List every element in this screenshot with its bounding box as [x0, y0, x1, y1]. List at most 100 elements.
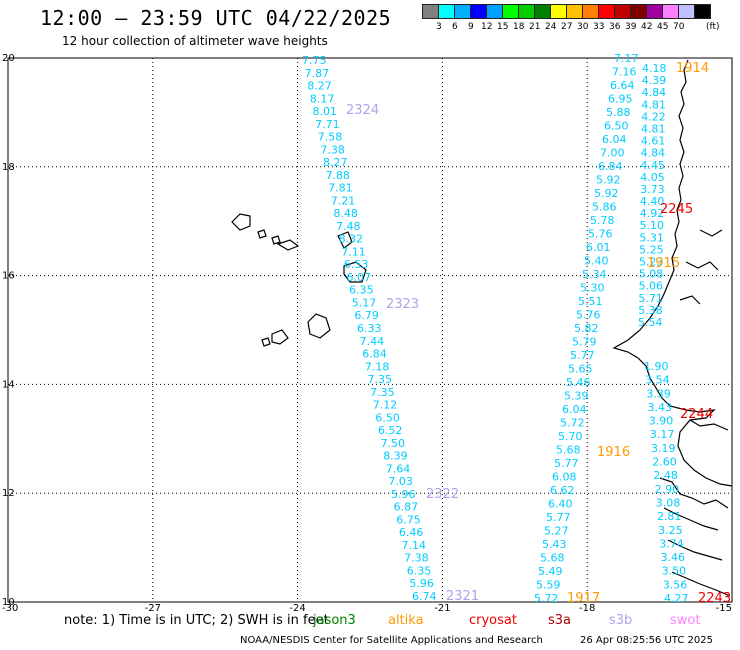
track-coast-value: 5.23: [639, 256, 664, 269]
map-grid: [7, 57, 733, 603]
track-south-value: 1.90: [644, 360, 669, 373]
track-west-value: 7.58: [318, 131, 343, 144]
track-east-value: 5.77: [554, 457, 579, 470]
track-west-value: 7.48: [336, 220, 361, 233]
pass-labels: 1914 2324 2245 1915 2323 2244 1916 2322 2321 1917…: [346, 61, 731, 606]
track-west-value: 8.39: [383, 450, 408, 463]
track-west-value: 7.81: [328, 182, 353, 195]
pass-label: 2245: [660, 202, 693, 217]
track-west-value: 6.35: [349, 284, 374, 297]
track-west-value: 7.38: [404, 552, 429, 565]
lon-tick-label: -27: [145, 603, 161, 614]
track-east-value: 5.65: [568, 363, 593, 376]
track-south-value: 3.74: [659, 537, 684, 550]
track-coast-value: 5.25: [639, 243, 664, 256]
track-west-value: 6.75: [396, 513, 421, 526]
track-south-value: 2.48: [653, 469, 678, 482]
lon-tick-label: -15: [716, 603, 732, 614]
track-west-value: 7.88: [326, 169, 351, 182]
legend-label: 30: [577, 22, 589, 32]
track-east-value: 6.62: [550, 484, 575, 497]
satellite-label-s3b: s3b: [609, 613, 633, 628]
track-coast-value: 4.61: [641, 135, 666, 148]
legend-label: 9: [468, 22, 474, 32]
track-west-value: 8.32: [339, 233, 364, 246]
track-east-value: 5.79: [572, 336, 597, 349]
track-east-value: 6.40: [548, 498, 573, 511]
pass-label: 2323: [386, 297, 419, 312]
track-south-value: 2.60: [652, 456, 677, 469]
track-south-value: 3.39: [646, 387, 671, 400]
coastline: [231, 59, 733, 597]
track-west-value: 5.96: [391, 488, 416, 501]
track-east-value: 5.43: [542, 538, 567, 551]
track-west-value: 7.35: [367, 373, 392, 386]
track-coast-value: 4.84: [642, 86, 667, 99]
color-legend: [422, 4, 711, 19]
track-south-value: 3.46: [660, 551, 685, 564]
satellite-label-cryosat: cryosat: [469, 613, 517, 628]
legend-unit: (ft): [706, 22, 720, 32]
legend-label: 6: [452, 22, 458, 32]
track-east-value: 5.77: [570, 349, 595, 362]
track-west-value: 6.50: [375, 411, 400, 424]
lat-tick-label: 12: [2, 488, 15, 499]
pass-label: 2324: [346, 103, 379, 118]
track-south-value: 3.90: [649, 415, 674, 428]
cape-verde-island: [276, 239, 300, 251]
track-south-value: 3.25: [658, 524, 683, 537]
track-east-value: 5.68: [540, 552, 565, 565]
track-coast-value: 4.81: [641, 122, 666, 135]
track-west-value: 6.33: [357, 322, 382, 335]
pass-label: 2244: [680, 407, 713, 422]
track-coast-value: 5.54: [638, 316, 663, 329]
track-west-value: 7.87: [305, 67, 330, 80]
track-west-value: 7.12: [373, 399, 398, 412]
pass-label: 2322: [426, 487, 459, 502]
satellite-label-s3a: s3a: [548, 613, 572, 628]
legend-label: 39: [625, 22, 637, 32]
track-south-value: 4.27: [664, 592, 689, 605]
satellite-label-altika: altika: [388, 613, 424, 628]
track-west-value: 8.27: [307, 80, 332, 93]
track-east-value: 6.08: [552, 471, 577, 484]
track-east-value: 5.72: [560, 417, 585, 430]
track-west-value: 7.44: [360, 335, 385, 348]
track-coast-value: 4.81: [641, 98, 666, 111]
track-west-value: 6.53: [344, 258, 369, 271]
pass-label: 2243: [698, 591, 731, 606]
track-west-value: 6.52: [378, 424, 403, 437]
track-coast-value: 5.31: [639, 231, 664, 244]
track-coast-value: 4.39: [642, 74, 667, 87]
track-west-value: 6.87: [394, 501, 419, 514]
pass-label: 2321: [446, 589, 479, 604]
legend-label: 21: [529, 22, 541, 32]
track-east-value: 6.04: [562, 403, 587, 416]
footer-note: note: 1) Time is in UTC; 2) SWH is in fe…: [64, 613, 329, 628]
track-west-value: 8.17: [310, 92, 335, 105]
axis-labels: -30 -27 -24 -21 -18 -15 20 18 16 14 12 10: [2, 53, 732, 614]
track-west-value: 7.64: [386, 462, 411, 475]
track-east-value: 5.49: [538, 565, 563, 578]
legend-label: 18: [513, 22, 525, 32]
cape-verde-island: [337, 231, 353, 249]
legend-label: 15: [497, 22, 509, 32]
lat-tick-label: 10: [2, 597, 15, 608]
track-west-value: 6.74: [412, 590, 437, 603]
track-coast-value: 4.84: [641, 147, 666, 160]
cape-verde-island: [257, 229, 267, 239]
lon-tick-label: -18: [579, 603, 595, 614]
track-west-value: 7.38: [320, 143, 345, 156]
legend-label: 12: [481, 22, 493, 32]
track-east-value: 5.68: [556, 444, 581, 457]
cape-verde-island: [343, 261, 367, 283]
cape-verde-island: [271, 235, 281, 245]
track-east-value: 7.16: [612, 66, 637, 79]
track-east-value: 5.46: [566, 376, 591, 389]
track-east-value: 5.76: [588, 228, 613, 241]
track-south-value: 3.56: [663, 578, 688, 591]
track-east-value: 6.04: [602, 133, 627, 146]
track-west-value: 8.48: [333, 207, 358, 220]
legend-label: 3: [436, 22, 442, 32]
track-south-value: 3.08: [656, 496, 681, 509]
